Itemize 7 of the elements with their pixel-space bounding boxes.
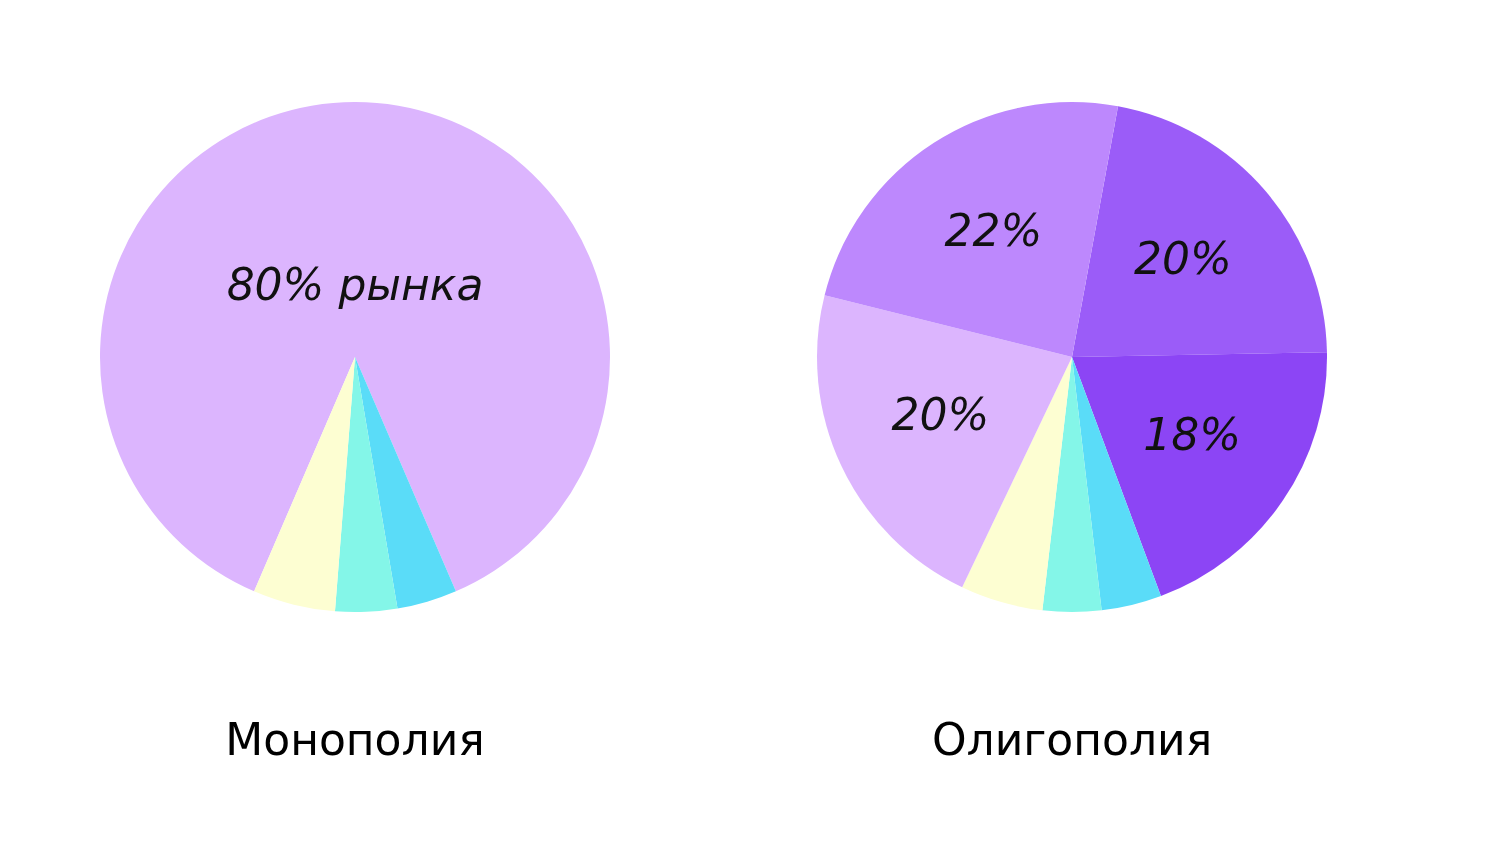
data-label: 20% [891, 389, 990, 441]
text: Монополия [225, 714, 485, 766]
data-label: 22% [944, 205, 1043, 257]
text: Олигополия [931, 714, 1213, 766]
data-label: 18% [1143, 409, 1242, 461]
data-label: 80% рынка [226, 258, 484, 310]
data-label: 20% [1133, 233, 1232, 285]
